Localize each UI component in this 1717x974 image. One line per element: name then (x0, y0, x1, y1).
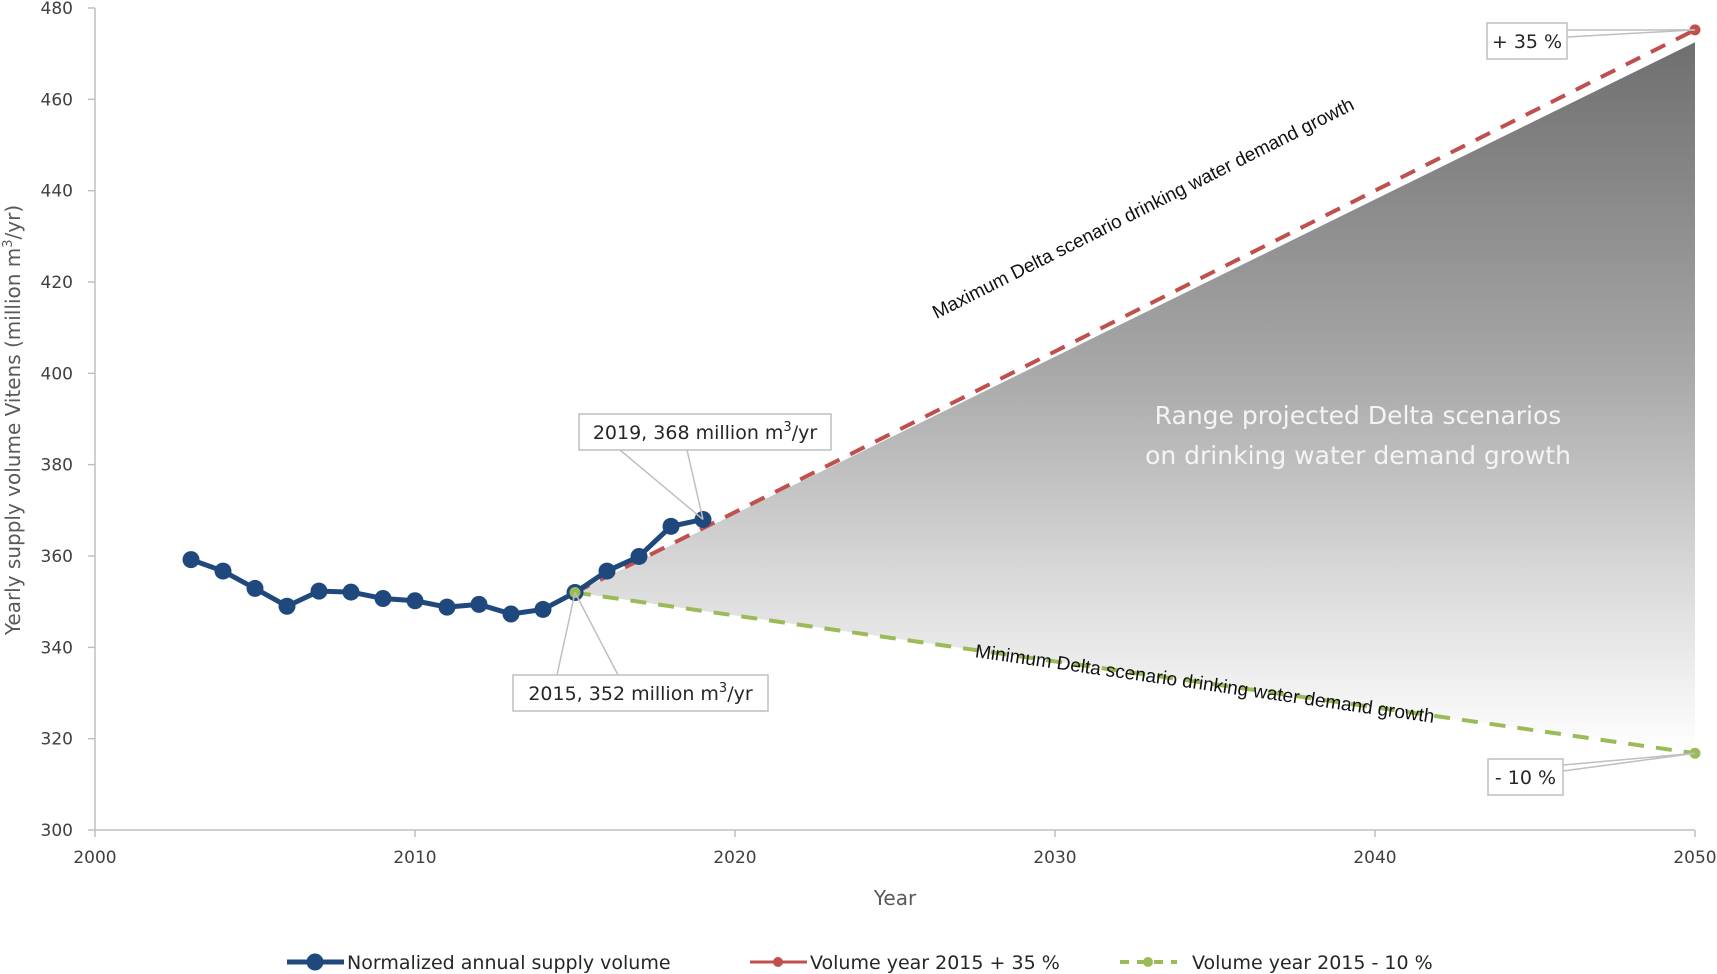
supply-volume-point (246, 579, 264, 597)
y-axis-title: Yearly supply volume Vitens (million m3/… (1, 205, 25, 636)
y-axis-title-tail: /yr) (1, 205, 25, 240)
y-tick-label: 380 (41, 456, 73, 476)
annotation-leader (1562, 752, 1696, 772)
y-tick-label: 360 (41, 547, 73, 567)
axes: 300 320 340 360 380 400 420 440 460 480 2000 2010 20… (41, 0, 1717, 868)
y-tick-label: 480 (41, 0, 73, 19)
supply-volume-point (662, 517, 680, 535)
supply-volume-point (630, 547, 648, 565)
anno-2015-text: 2015, 352 million m3/yr (528, 681, 753, 705)
supply-volume-point (406, 592, 424, 610)
range-area (575, 42, 1695, 754)
annotation-leader (1566, 29, 1696, 38)
annotation-leader (1562, 752, 1696, 766)
range-area-layer (575, 42, 1695, 754)
legend-item-minus10: Volume year 2015 - 10 % (1120, 952, 1433, 974)
legend-item-plus35: Volume year 2015 + 35 % (750, 952, 1060, 974)
x-tick-label: 2050 (1673, 848, 1716, 868)
legend-label: Volume year 2015 + 35 % (810, 952, 1060, 974)
annotation-leader (574, 592, 619, 676)
y-tick-label: 460 (41, 90, 73, 110)
supply-volume-point (214, 562, 232, 580)
anno-plus35-text-main: + 35 % (1492, 31, 1562, 53)
min-scenario-line (574, 590, 1696, 756)
legend-marker-icon (306, 953, 324, 971)
legend-item-supply: Normalized annual supply volume (287, 952, 671, 974)
supply-volume-point (534, 600, 552, 618)
anno-2015-text-main: 2015, 352 million m (528, 683, 719, 705)
anno-2015-text-tail: /yr (727, 683, 753, 705)
legend: Normalized annual supply volume Volume ye… (287, 952, 1433, 974)
x-tick-label: 2010 (393, 848, 436, 868)
y-tick-label: 300 (41, 821, 73, 841)
anno-plus35-text: + 35 % (1492, 31, 1562, 53)
y-tick-label: 320 (41, 730, 73, 750)
anno-2015-text-sup: 3 (719, 681, 727, 696)
supply-volume-point (182, 551, 200, 569)
y-axis-title-main: Yearly supply volume Vitens (million m (1, 248, 25, 636)
annotation-leader (686, 449, 704, 520)
max-scenario-end-point (1689, 24, 1701, 36)
anno-minus10-box (1487, 758, 1564, 796)
legend-label: Volume year 2015 - 10 % (1192, 952, 1433, 974)
annotation-leader (556, 592, 576, 676)
y-tick-label: 420 (41, 273, 73, 293)
supply-volume-point (470, 595, 488, 613)
x-axis-title: Year (873, 886, 917, 910)
x-tick-label: 2000 (73, 848, 116, 868)
anno-2019-box (578, 413, 832, 451)
anno-minus10-text: - 10 % (1495, 767, 1556, 789)
x-tick-label: 2030 (1033, 848, 1076, 868)
supply-volume-point (598, 562, 616, 580)
y-tick-label: 340 (41, 638, 73, 658)
x-tick-label: 2020 (713, 848, 756, 868)
legend-marker-icon (773, 957, 783, 967)
anno-2019-text: 2019, 368 million m3/yr (593, 420, 818, 444)
legend-label: Normalized annual supply volume (347, 952, 671, 974)
annotation-leader (619, 449, 704, 521)
supply-volume-point (342, 583, 360, 601)
range-label-line2: on drinking water demand growth (1145, 441, 1571, 470)
y-axis-title-sup: 3 (1, 239, 16, 247)
supply-volume-point (310, 582, 328, 600)
max-scenario-line (574, 28, 1696, 595)
range-label-line1: Range projected Delta scenarios (1155, 401, 1562, 430)
supply-volume-point (278, 597, 296, 615)
anno-2019-text-tail: /yr (792, 422, 818, 444)
x-tick-label: 2040 (1353, 848, 1396, 868)
series-layer (182, 24, 1701, 759)
y-tick-label: 440 (41, 182, 73, 202)
anno-2019-text-main: 2019, 368 million m (593, 422, 784, 444)
supply-volume-point (502, 605, 520, 623)
legend-marker-icon (1143, 957, 1153, 967)
anno-minus10-text-main: - 10 % (1495, 767, 1556, 789)
anno-plus35-box (1486, 22, 1568, 60)
supply-volume-point (438, 598, 456, 616)
supply-volume-point (374, 589, 392, 607)
anno-2019-text-sup: 3 (783, 420, 791, 435)
y-tick-label: 400 (41, 364, 73, 384)
anno-2015-box (512, 674, 769, 712)
